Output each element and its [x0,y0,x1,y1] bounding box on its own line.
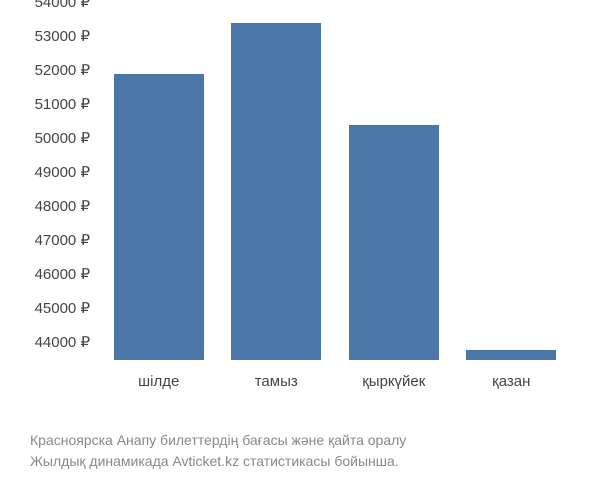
chart-caption: Красноярска Анапу билеттердің бағасы жән… [30,430,570,472]
y-tick-label: 47000 ₽ [35,231,90,249]
x-tick-label: қыркүйек [335,373,453,390]
y-tick-label: 48000 ₽ [35,197,90,215]
y-tick-label: 50000 ₽ [35,129,90,147]
y-tick-label: 52000 ₽ [35,61,90,79]
plot-area: шілдетамызқыркүйекқазан [100,20,570,360]
bar-group [100,74,218,360]
y-tick-label: 54000 ₽ [35,0,90,11]
y-tick-label: 44000 ₽ [35,333,90,351]
bar-group [218,23,336,360]
y-tick-label: 49000 ₽ [35,163,90,181]
y-tick-label: 51000 ₽ [35,95,90,113]
y-tick-label: 45000 ₽ [35,299,90,317]
x-tick-label: шілде [100,373,218,390]
bar [349,125,439,360]
bar-group [453,350,571,360]
y-axis: 44000 ₽ 45000 ₽ 46000 ₽ 47000 ₽ 48000 ₽ 49000… [0,20,95,360]
y-tick-label: 46000 ₽ [35,265,90,283]
bars-group [100,20,570,360]
caption-line2: Жылдық динамикада Avticket.kz статистика… [30,451,570,472]
caption-line1: Красноярска Анапу билеттердің бағасы жән… [30,430,570,451]
chart-container: 44000 ₽ 45000 ₽ 46000 ₽ 47000 ₽ 48000 ₽ 49000… [0,0,600,400]
bar [114,74,204,360]
bar [231,23,321,360]
x-tick-label: қазан [453,373,571,390]
bar-group [335,125,453,360]
x-axis-labels: шілдетамызқыркүйекқазан [100,373,570,390]
x-tick-label: тамыз [218,373,336,390]
y-tick-label: 53000 ₽ [35,27,90,45]
bar [466,350,556,360]
